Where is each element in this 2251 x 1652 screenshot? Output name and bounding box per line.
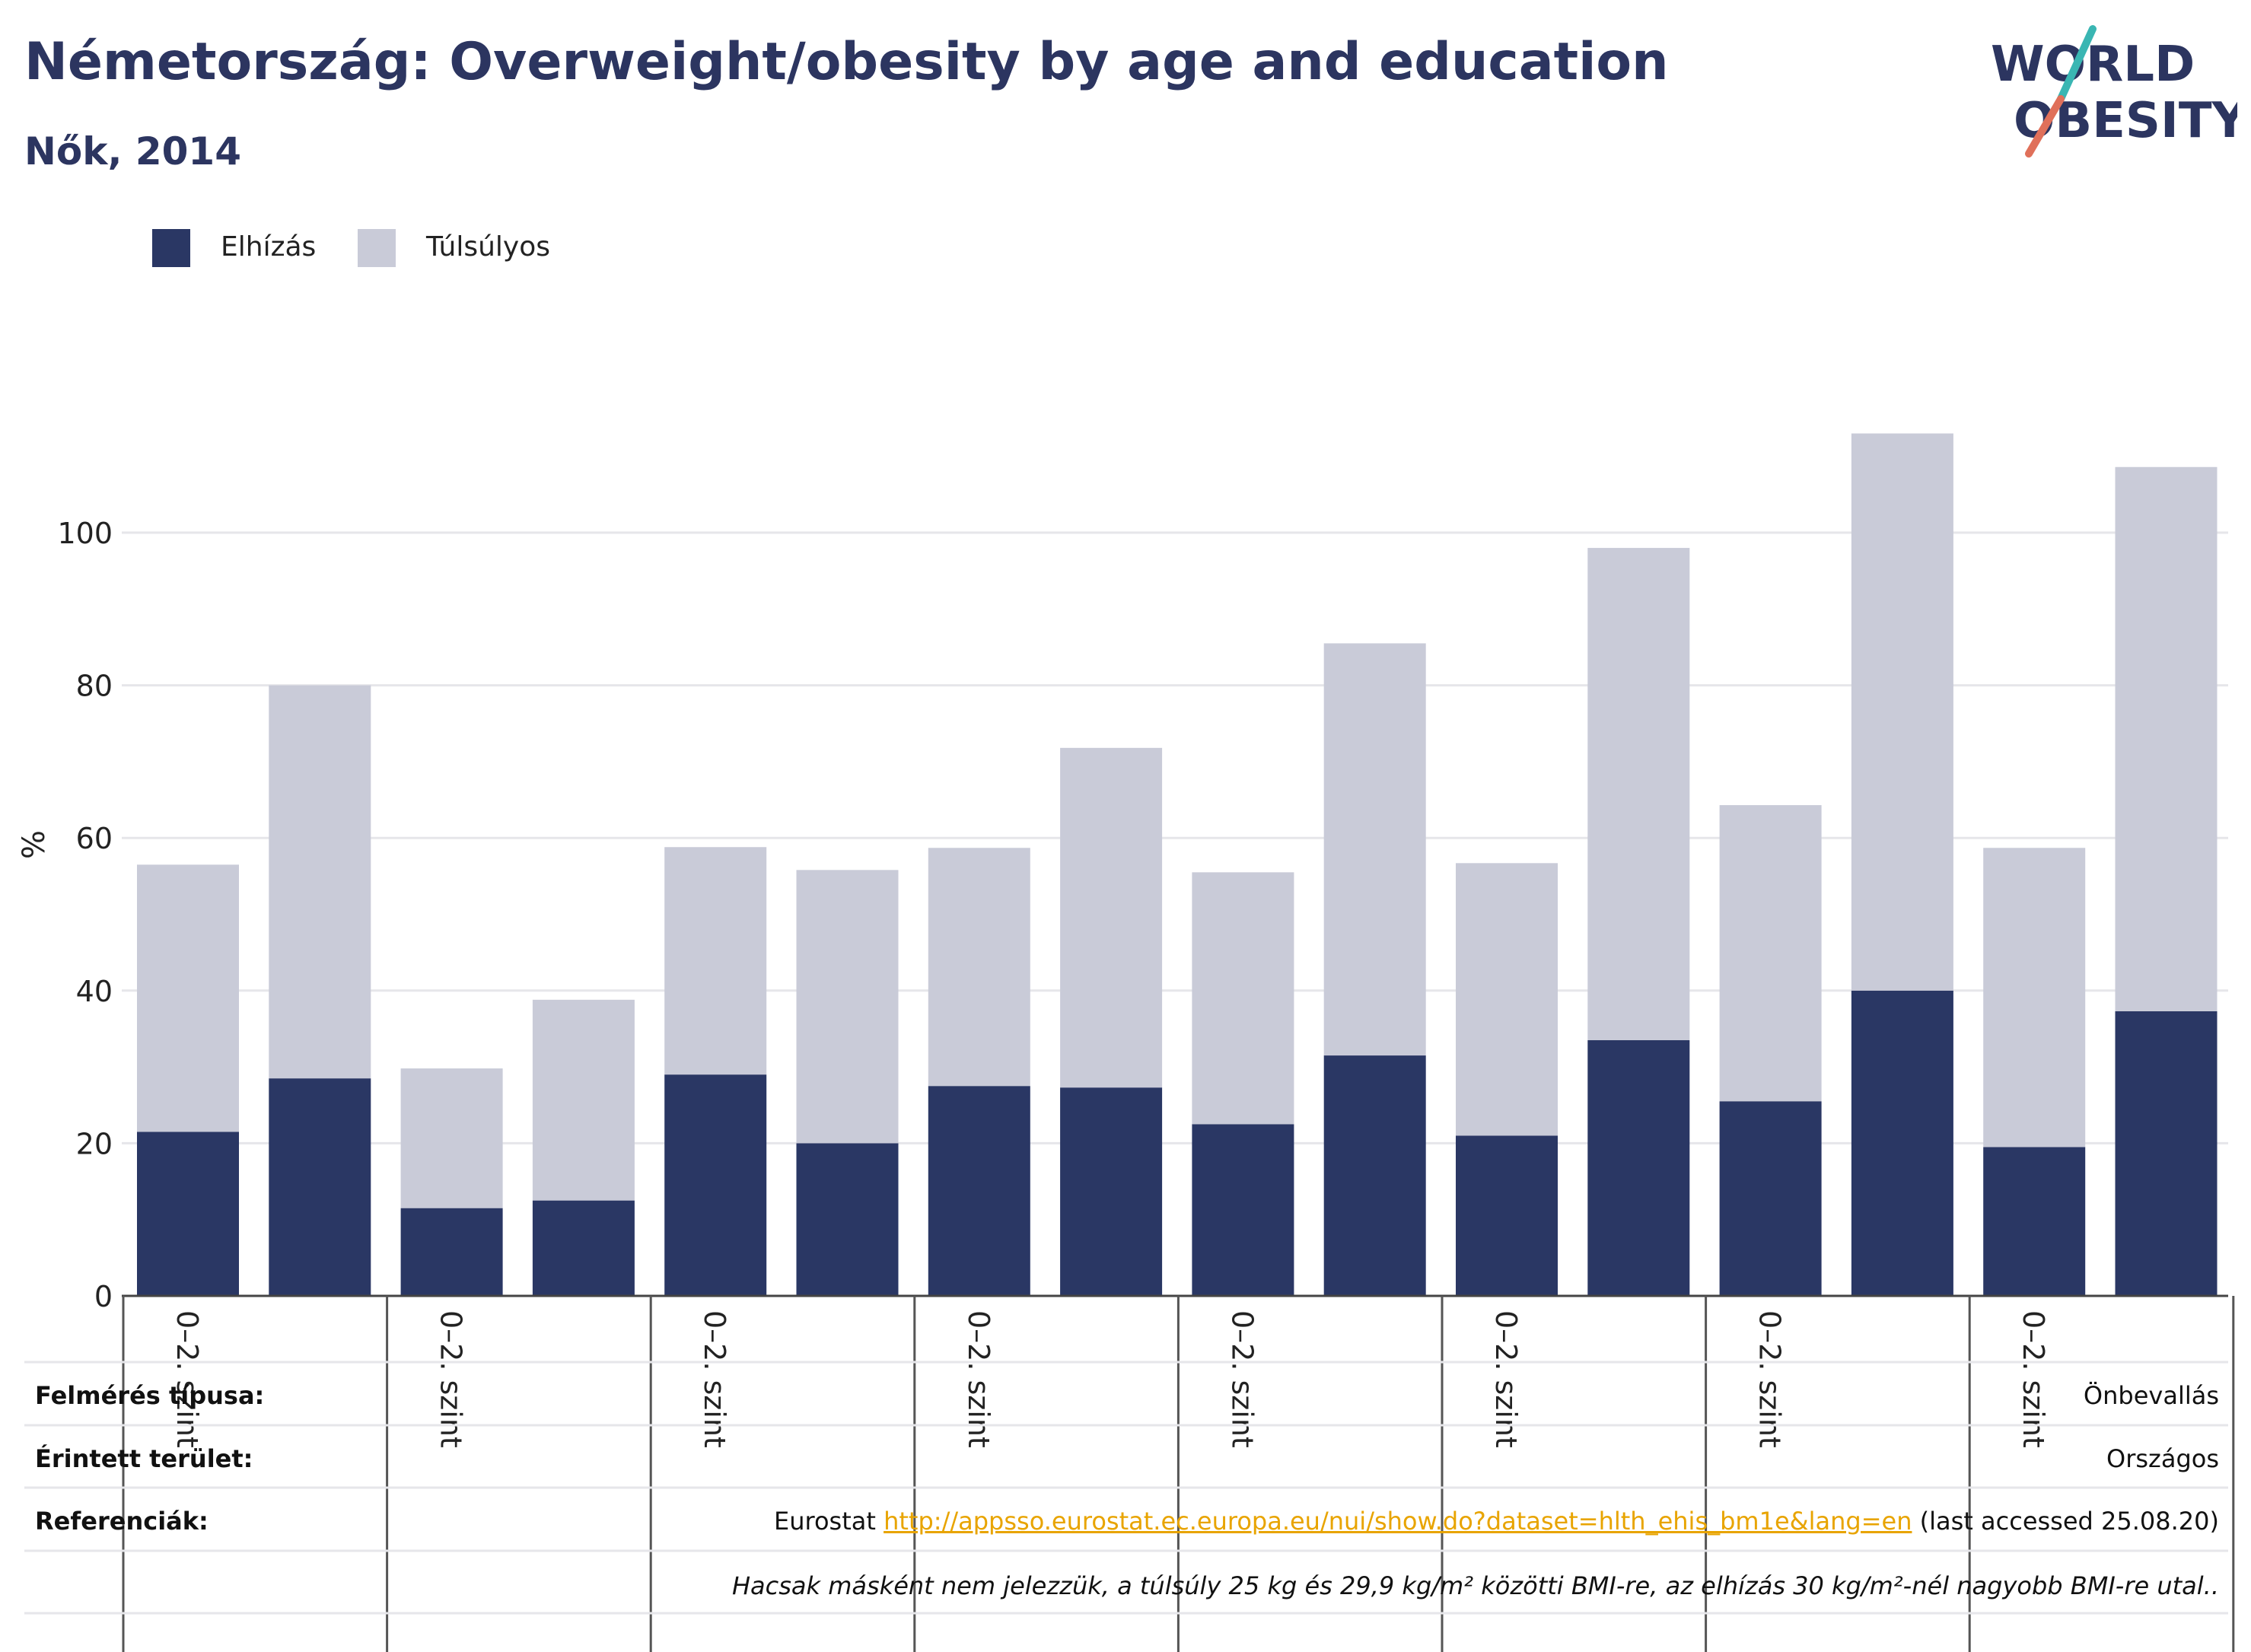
legend-swatch-overweight — [358, 229, 396, 267]
x-group-labels: 0–2. szint 0–2. szint 0–2. szint 0–2. szint… — [170, 1310, 2050, 1448]
bar-overweight-6[interactable] — [796, 870, 899, 1144]
area-value: Országos — [2106, 1444, 2219, 1473]
y-tick-labels: 0 20 40 60 80 100 — [57, 517, 113, 1313]
x-group-label-2: 0–2. szint — [435, 1310, 468, 1448]
bar-obesity-8[interactable] — [1060, 1087, 1163, 1296]
survey-type-label: Felmérés típusa: — [35, 1381, 265, 1410]
x-group-label-3: 0–2. szint — [698, 1310, 731, 1448]
logo-line1: WORLD — [1991, 37, 2195, 93]
bar-overweight-15[interactable] — [1983, 848, 2086, 1147]
logo-slash-teal — [2057, 25, 2097, 103]
survey-type-value: Önbevallás — [2083, 1381, 2219, 1410]
x-group-label-5: 0–2. szint — [1225, 1310, 1259, 1448]
bar-obesity-7[interactable] — [928, 1086, 1030, 1296]
bar-overweight-11[interactable] — [1456, 863, 1558, 1136]
definition-note: Hacsak másként nem jelezzük, a túlsúly 2… — [731, 1571, 2219, 1600]
bar-obesity-13[interactable] — [1719, 1101, 1822, 1296]
y-tick-label-80: 80 — [76, 670, 113, 703]
y-tick-label-100: 100 — [57, 517, 113, 550]
bars — [137, 433, 2218, 1296]
world-obesity-logo: WORLD OBESITY — [1991, 25, 2237, 158]
bar-overweight-3[interactable] — [400, 1068, 503, 1208]
chart-subtitle: Nők, 2014 — [24, 129, 242, 173]
references-link[interactable]: http://appsso.eurostat.ec.europa.eu/nui/… — [884, 1507, 1912, 1536]
x-group-label-7: 0–2. szint — [1753, 1310, 1787, 1448]
area-label: Érintett terület: — [35, 1444, 253, 1473]
legend-label-obesity: Elhízás — [221, 231, 317, 263]
bar-obesity-15[interactable] — [1983, 1147, 2086, 1296]
bar-obesity-14[interactable] — [1851, 990, 1953, 1296]
references-value: Eurostat http://appsso.eurostat.ec.europ… — [774, 1507, 2219, 1536]
bar-overweight-7[interactable] — [928, 848, 1030, 1087]
bar-obesity-12[interactable] — [1587, 1039, 1690, 1296]
references-label: Referenciák: — [35, 1507, 209, 1536]
y-tick-label-20: 20 — [76, 1127, 113, 1160]
y-axis-label: % — [17, 830, 52, 859]
x-group-label-6: 0–2. szint — [1489, 1310, 1523, 1448]
axes — [122, 1294, 2235, 1652]
y-tick-label-0: 0 — [94, 1280, 113, 1313]
bar-overweight-2[interactable] — [269, 685, 371, 1079]
references-suffix: (last accessed 25.08.20) — [1912, 1507, 2219, 1536]
bar-obesity-3[interactable] — [400, 1208, 503, 1296]
legend-swatch-obesity — [152, 229, 190, 267]
bar-obesity-2[interactable] — [269, 1078, 371, 1296]
bar-overweight-10[interactable] — [1323, 643, 1426, 1056]
bar-overweight-1[interactable] — [137, 864, 239, 1132]
bar-obesity-16[interactable] — [2115, 1011, 2218, 1296]
legend-label-overweight: Túlsúlyos — [426, 231, 551, 263]
bar-obesity-1[interactable] — [137, 1132, 239, 1296]
bar-overweight-16[interactable] — [2115, 466, 2218, 1011]
footer-lines — [24, 1361, 2228, 1615]
chart-title: Németország: Overweight/obesity by age a… — [24, 32, 1669, 92]
x-group-label-8: 0–2. szint — [2017, 1310, 2050, 1448]
bar-obesity-6[interactable] — [796, 1143, 899, 1296]
y-tick-label-60: 60 — [76, 822, 113, 855]
bar-obesity-4[interactable] — [532, 1200, 635, 1296]
x-group-label-1: 0–2. szint — [170, 1310, 204, 1448]
bar-overweight-9[interactable] — [1192, 872, 1294, 1125]
bar-overweight-12[interactable] — [1587, 548, 1690, 1040]
x-group-label-4: 0–2. szint — [962, 1310, 995, 1448]
bar-overweight-5[interactable] — [664, 847, 767, 1075]
bar-obesity-11[interactable] — [1456, 1135, 1558, 1296]
bar-overweight-13[interactable] — [1719, 805, 1822, 1102]
bar-obesity-5[interactable] — [664, 1074, 767, 1296]
bar-overweight-14[interactable] — [1851, 433, 1953, 991]
logo-slash-red — [2025, 95, 2065, 158]
y-tick-label-40: 40 — [76, 975, 113, 1008]
bar-overweight-4[interactable] — [532, 999, 635, 1201]
references-prefix: Eurostat — [774, 1507, 884, 1536]
bar-obesity-10[interactable] — [1323, 1055, 1426, 1296]
bar-overweight-8[interactable] — [1060, 747, 1163, 1088]
bar-obesity-9[interactable] — [1192, 1124, 1294, 1296]
